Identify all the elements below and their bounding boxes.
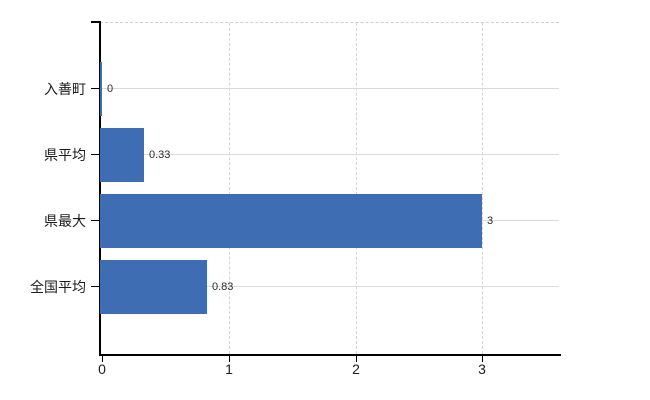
x-tick-label: 3 bbox=[478, 361, 486, 377]
x-tick-mark bbox=[356, 356, 357, 362]
category-label: 全国平均 bbox=[30, 279, 86, 295]
y-axis-tick bbox=[91, 88, 100, 89]
value-bar bbox=[100, 128, 144, 182]
x-tick-mark bbox=[229, 356, 230, 362]
category-label: 県最大 bbox=[44, 213, 86, 229]
x-tick-label: 1 bbox=[225, 361, 233, 377]
plot-top-border bbox=[100, 22, 559, 23]
y-axis-tick bbox=[91, 286, 100, 287]
bar-row: 県最大 3 bbox=[0, 188, 650, 254]
vertical-gridline bbox=[356, 23, 357, 354]
vertical-gridline bbox=[482, 23, 483, 354]
vertical-gridline bbox=[229, 23, 230, 354]
category-label: 県平均 bbox=[44, 147, 86, 163]
bar-row: 入善町 0 bbox=[0, 56, 650, 122]
value-label: 3 bbox=[487, 215, 494, 227]
category-label: 入善町 bbox=[44, 81, 86, 97]
value-bar bbox=[100, 62, 102, 116]
y-axis-line bbox=[99, 21, 101, 356]
value-label: 0.83 bbox=[212, 281, 234, 293]
x-tick-mark bbox=[482, 356, 483, 362]
value-label: 0 bbox=[107, 83, 114, 95]
x-tick-label: 0 bbox=[98, 361, 106, 377]
y-axis-tick bbox=[91, 154, 100, 155]
bar-row: 全国平均 0.83 bbox=[0, 254, 650, 320]
category-gridline bbox=[100, 88, 559, 89]
x-tick-mark bbox=[102, 356, 103, 362]
y-axis-tick bbox=[91, 220, 100, 221]
value-bar bbox=[100, 194, 482, 248]
category-gridline bbox=[100, 286, 559, 287]
value-label: 0.33 bbox=[149, 149, 171, 161]
category-gridline bbox=[100, 154, 559, 155]
x-tick-label: 2 bbox=[352, 361, 360, 377]
y-axis-top-tick bbox=[91, 21, 100, 23]
x-axis-line bbox=[99, 354, 561, 356]
bar-row: 県平均 0.33 bbox=[0, 122, 650, 188]
value-bar bbox=[100, 260, 207, 314]
